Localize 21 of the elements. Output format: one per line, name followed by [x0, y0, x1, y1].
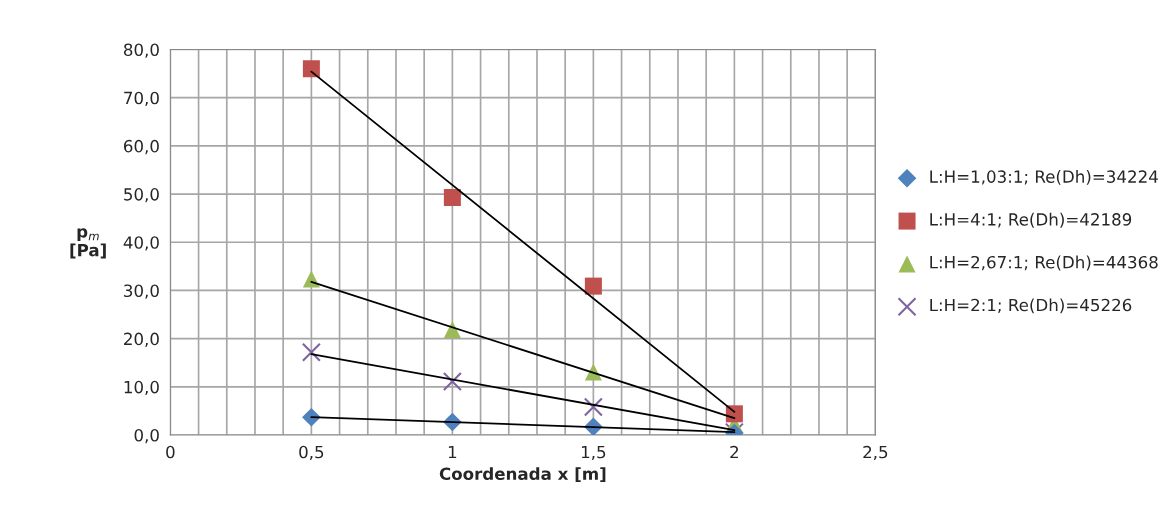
x-tick-label: 1,5 — [581, 445, 606, 461]
y-tick-label: 40,0 — [123, 236, 159, 251]
y-tick-label: 70,0 — [124, 91, 159, 106]
legend-label: L:H=2:1; Re(Dh)=45226 — [930, 298, 1132, 314]
y-tick-label: 60,0 — [124, 139, 159, 155]
x-tick-label: 1 — [448, 445, 457, 459]
x-axis-title: Coordenada x [m] — [439, 467, 606, 482]
legend-label: L:H=1,03:1; Re(Dh)=34224 — [930, 170, 1158, 185]
x-tick-label: 0,5 — [299, 445, 324, 461]
legend-label: L:H=2,67:1; Re(Dh)=44368 — [930, 255, 1158, 271]
legend-label: L:H=4:1; Re(Dh)=42189 — [930, 212, 1132, 228]
y-tick-label: 30,0 — [124, 284, 159, 299]
y-tick-label: 50,0 — [124, 188, 159, 203]
y-tick-label: 0,0 — [134, 429, 159, 444]
y-tick-label: 20,0 — [124, 332, 159, 347]
x-tick-label: 2,5 — [863, 445, 888, 461]
y-axis-title: p$_{m}$ [Pa] — [70, 228, 106, 259]
x-tick-label: 0 — [166, 445, 175, 459]
y-tick-label: 10,0 — [124, 380, 159, 396]
y-tick-label: 80,0 — [123, 43, 159, 58]
x-tick-label: 2 — [730, 445, 739, 459]
